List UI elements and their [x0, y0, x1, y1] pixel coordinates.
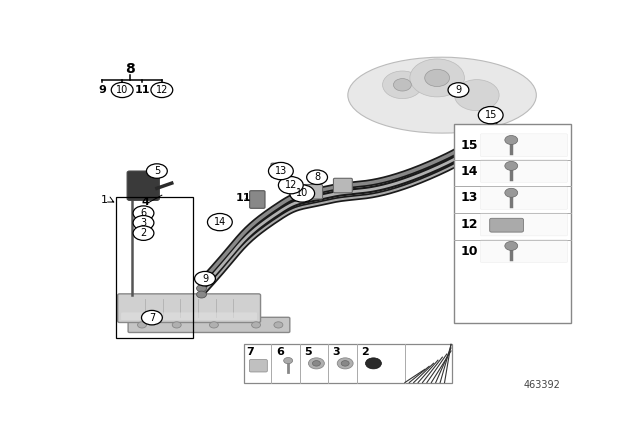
FancyBboxPatch shape [480, 159, 568, 182]
Circle shape [147, 164, 167, 178]
Circle shape [308, 358, 324, 369]
Circle shape [307, 170, 328, 185]
Circle shape [278, 177, 303, 194]
Circle shape [133, 215, 154, 230]
Circle shape [151, 82, 173, 98]
Circle shape [138, 322, 147, 328]
Text: 9: 9 [456, 85, 461, 95]
FancyBboxPatch shape [128, 317, 290, 332]
Text: 14: 14 [214, 217, 226, 227]
Circle shape [505, 161, 518, 170]
Circle shape [410, 59, 465, 97]
Circle shape [394, 78, 412, 91]
Circle shape [505, 188, 518, 197]
Circle shape [505, 135, 518, 145]
Circle shape [341, 361, 349, 366]
Text: 10: 10 [460, 245, 478, 258]
Text: 11: 11 [236, 193, 252, 203]
Circle shape [383, 71, 422, 99]
FancyBboxPatch shape [490, 218, 524, 232]
Text: 15: 15 [460, 139, 478, 152]
Circle shape [133, 206, 154, 220]
FancyBboxPatch shape [250, 191, 265, 208]
Circle shape [478, 107, 503, 124]
Text: 1: 1 [101, 195, 108, 205]
Ellipse shape [348, 57, 536, 133]
Circle shape [111, 82, 133, 98]
Text: 2: 2 [361, 347, 369, 357]
Text: 463392: 463392 [524, 380, 560, 390]
Circle shape [365, 358, 381, 369]
Circle shape [425, 69, 449, 86]
Text: 14: 14 [460, 164, 478, 177]
Circle shape [274, 322, 283, 328]
Circle shape [209, 322, 218, 328]
Circle shape [505, 241, 518, 250]
Text: 6: 6 [140, 208, 147, 218]
Text: 15: 15 [484, 110, 497, 120]
Circle shape [207, 214, 232, 231]
Text: 5: 5 [304, 347, 312, 357]
Circle shape [141, 310, 163, 325]
Circle shape [269, 163, 293, 180]
Text: 2: 2 [140, 228, 147, 238]
Text: 3: 3 [140, 218, 147, 228]
Text: 8: 8 [314, 172, 320, 182]
FancyBboxPatch shape [333, 178, 352, 193]
Text: 6: 6 [276, 347, 284, 357]
Text: 12: 12 [460, 218, 478, 231]
FancyBboxPatch shape [127, 171, 159, 200]
Bar [454, 125, 571, 323]
Circle shape [172, 322, 181, 328]
Circle shape [337, 358, 353, 369]
Text: 13: 13 [460, 191, 478, 204]
Text: 4: 4 [141, 197, 149, 207]
Bar [116, 197, 193, 338]
Circle shape [252, 322, 260, 328]
Bar [244, 344, 452, 383]
Circle shape [284, 358, 292, 364]
FancyBboxPatch shape [118, 294, 260, 323]
Text: 8: 8 [125, 62, 134, 76]
Text: 13: 13 [275, 166, 287, 176]
Circle shape [448, 83, 469, 97]
Text: 9: 9 [202, 274, 208, 284]
FancyBboxPatch shape [480, 186, 568, 209]
Circle shape [133, 226, 154, 241]
FancyBboxPatch shape [480, 134, 568, 156]
Text: 3: 3 [333, 347, 340, 357]
Text: 12: 12 [285, 180, 297, 190]
Circle shape [195, 271, 216, 286]
Text: 7: 7 [148, 313, 155, 323]
Circle shape [312, 361, 321, 366]
FancyBboxPatch shape [480, 213, 568, 236]
Text: 7: 7 [246, 347, 254, 357]
Circle shape [290, 185, 315, 202]
Text: 12: 12 [156, 85, 168, 95]
Text: 10: 10 [296, 189, 308, 198]
FancyBboxPatch shape [304, 185, 323, 199]
FancyBboxPatch shape [271, 163, 285, 177]
FancyBboxPatch shape [250, 360, 268, 372]
Text: 9: 9 [99, 85, 106, 95]
FancyBboxPatch shape [121, 313, 257, 320]
Circle shape [454, 80, 499, 111]
FancyBboxPatch shape [480, 240, 568, 263]
Circle shape [196, 291, 207, 298]
Text: 10: 10 [116, 85, 128, 95]
Circle shape [196, 285, 207, 292]
Circle shape [196, 278, 207, 285]
Text: 5: 5 [154, 166, 160, 176]
Text: 11: 11 [134, 85, 150, 95]
